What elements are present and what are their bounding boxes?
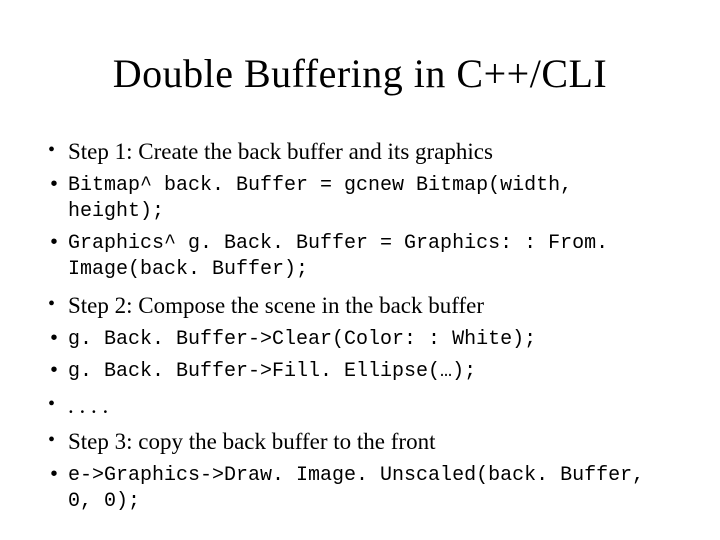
code-bullet: Bitmap^ back. Buffer = gcnew Bitmap(widt… (40, 173, 680, 225)
step2-bullet: Step 2: Compose the scene in the back bu… (40, 291, 680, 321)
code-bullet: Graphics^ g. Back. Buffer = Graphics: : … (40, 231, 680, 283)
step3-bullet: Step 3: copy the back buffer to the fron… (40, 427, 680, 457)
step1-bullet: Step 1: Create the back buffer and its g… (40, 137, 680, 167)
code-bullet: g. Back. Buffer->Fill. Ellipse(…); (40, 359, 680, 385)
dots-bullet: . . . . (40, 391, 680, 421)
bullet-list: Step 1: Create the back buffer and its g… (40, 137, 680, 515)
slide-title: Double Buffering in C++/CLI (40, 50, 680, 97)
code-bullet: e->Graphics->Draw. Image. Unscaled(back.… (40, 463, 680, 515)
code-bullet: g. Back. Buffer->Clear(Color: : White); (40, 327, 680, 353)
slide: Double Buffering in C++/CLI Step 1: Crea… (0, 0, 720, 540)
